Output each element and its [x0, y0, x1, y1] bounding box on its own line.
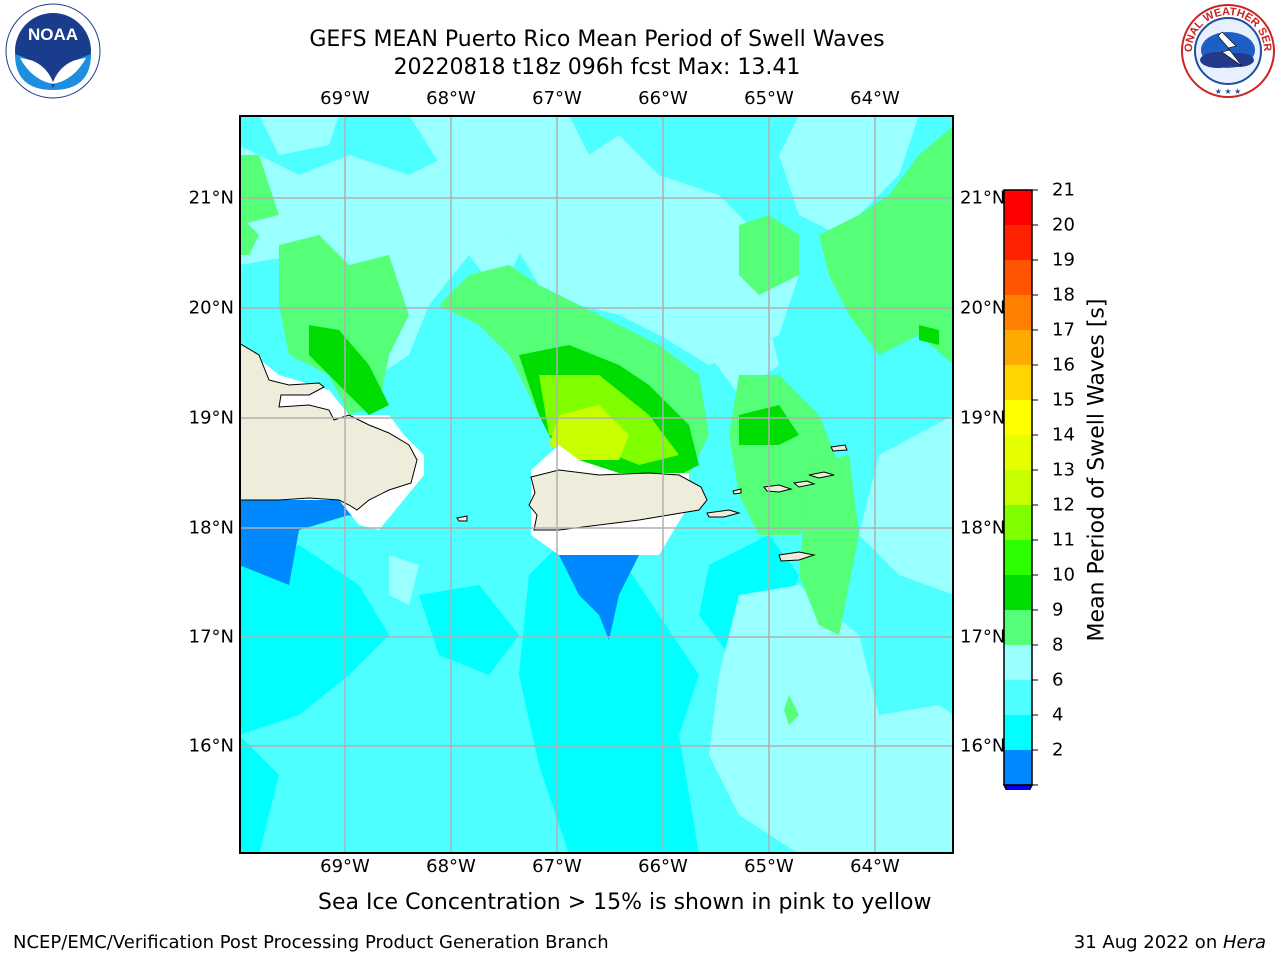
- colorbar-tick-label: 11: [1052, 529, 1075, 551]
- colorbar-tick-label: 21: [1052, 179, 1075, 201]
- colorbar-segment: [1004, 610, 1032, 645]
- lat-label-left: 17°N: [188, 626, 234, 648]
- colorbar: [1002, 189, 1038, 790]
- colorbar-segment: [1004, 680, 1032, 715]
- colorbar-segment: [1004, 750, 1032, 785]
- lon-label-bottom: 66°W: [638, 856, 688, 877]
- colorbar-segment: [1004, 365, 1032, 400]
- lat-label-left: 19°N: [188, 407, 234, 429]
- colorbar-tick-label: 2: [1052, 739, 1064, 761]
- colorbar-tick-label: 16: [1052, 354, 1075, 376]
- colorbar-segment: [1004, 575, 1032, 610]
- lat-label-left: 18°N: [188, 517, 234, 539]
- lat-label-right: 17°N: [960, 626, 1006, 648]
- lon-label-top: 68°W: [426, 88, 476, 109]
- sea-ice-note: Sea Ice Concentration > 15% is shown in …: [318, 890, 932, 915]
- colorbar-tick-label: 17: [1052, 319, 1075, 341]
- colorbar-segment: [1004, 505, 1032, 540]
- lon-label-bottom: 69°W: [320, 856, 370, 877]
- colorbar-tick-label: 15: [1052, 389, 1075, 411]
- lat-label-right: 19°N: [960, 407, 1006, 429]
- colorbar-tick-label: 18: [1052, 284, 1075, 306]
- lon-label-top: 66°W: [638, 88, 688, 109]
- lat-label-right: 21°N: [960, 187, 1006, 209]
- swell-period-map: [239, 115, 954, 854]
- nws-logo-icon: NATIONAL WEATHER SERVICE ★ ★ ★: [1178, 2, 1275, 98]
- footer-credit: NCEP/EMC/Verification Post Processing Pr…: [13, 932, 609, 953]
- lon-label-top: 67°W: [532, 88, 582, 109]
- chart-subtitle: 20220818 t18z 096h fcst Max: 13.41: [393, 55, 801, 80]
- lat-label-left: 16°N: [188, 735, 234, 757]
- noaa-logo-icon: NOAA: [5, 3, 101, 99]
- colorbar-tick-label: 20: [1052, 214, 1075, 236]
- colorbar-segment: [1004, 540, 1032, 575]
- colorbar-tick-label: 12: [1052, 494, 1075, 516]
- colorbar-tick-label: 8: [1052, 634, 1064, 656]
- lon-label-bottom: 68°W: [426, 856, 476, 877]
- lat-label-left: 20°N: [188, 297, 234, 319]
- footer-host: Hera: [1222, 932, 1266, 953]
- footer-date: 31 Aug 2022 on Hera: [1074, 932, 1266, 953]
- colorbar-outline: [1003, 189, 1033, 786]
- lat-label-left: 21°N: [188, 187, 234, 209]
- colorbar-segment: [1004, 295, 1032, 330]
- lon-label-bottom: 67°W: [532, 856, 582, 877]
- lat-label-right: 18°N: [960, 517, 1006, 539]
- colorbar-tick-label: 13: [1052, 459, 1075, 481]
- svg-text:★ ★ ★: ★ ★ ★: [1215, 87, 1242, 96]
- svg-text:NOAA: NOAA: [28, 25, 78, 44]
- colorbar-tick-label: 14: [1052, 424, 1075, 446]
- colorbar-segment: [1004, 435, 1032, 470]
- colorbar-segment: [1004, 260, 1032, 295]
- colorbar-segment: [1004, 715, 1032, 750]
- colorbar-segment: [1004, 225, 1032, 260]
- colorbar-segment: [1004, 330, 1032, 365]
- lon-label-top: 64°W: [850, 88, 900, 109]
- lon-label-top: 65°W: [744, 88, 794, 109]
- colorbar-segment: [1004, 190, 1032, 225]
- footer-date-text: 31 Aug 2022 on: [1073, 932, 1223, 953]
- colorbar-segment: [1004, 400, 1032, 435]
- lat-label-right: 20°N: [960, 297, 1006, 319]
- colorbar-segment: [1004, 645, 1032, 680]
- lon-label-bottom: 65°W: [744, 856, 794, 877]
- lon-label-bottom: 64°W: [850, 856, 900, 877]
- colorbar-tick-label: 6: [1052, 669, 1064, 691]
- colorbar-tick-label: 9: [1052, 599, 1064, 621]
- colorbar-tick-label: 19: [1052, 249, 1075, 271]
- lat-label-right: 16°N: [960, 735, 1006, 757]
- colorbar-segment: [1004, 470, 1032, 505]
- colorbar-tick-label: 10: [1052, 564, 1075, 586]
- lon-label-top: 69°W: [320, 88, 370, 109]
- colorbar-tick-label: 4: [1052, 704, 1064, 726]
- chart-title: GEFS MEAN Puerto Rico Mean Period of Swe…: [309, 27, 885, 52]
- colorbar-title: Mean Period of Swell Waves [s]: [1084, 298, 1110, 642]
